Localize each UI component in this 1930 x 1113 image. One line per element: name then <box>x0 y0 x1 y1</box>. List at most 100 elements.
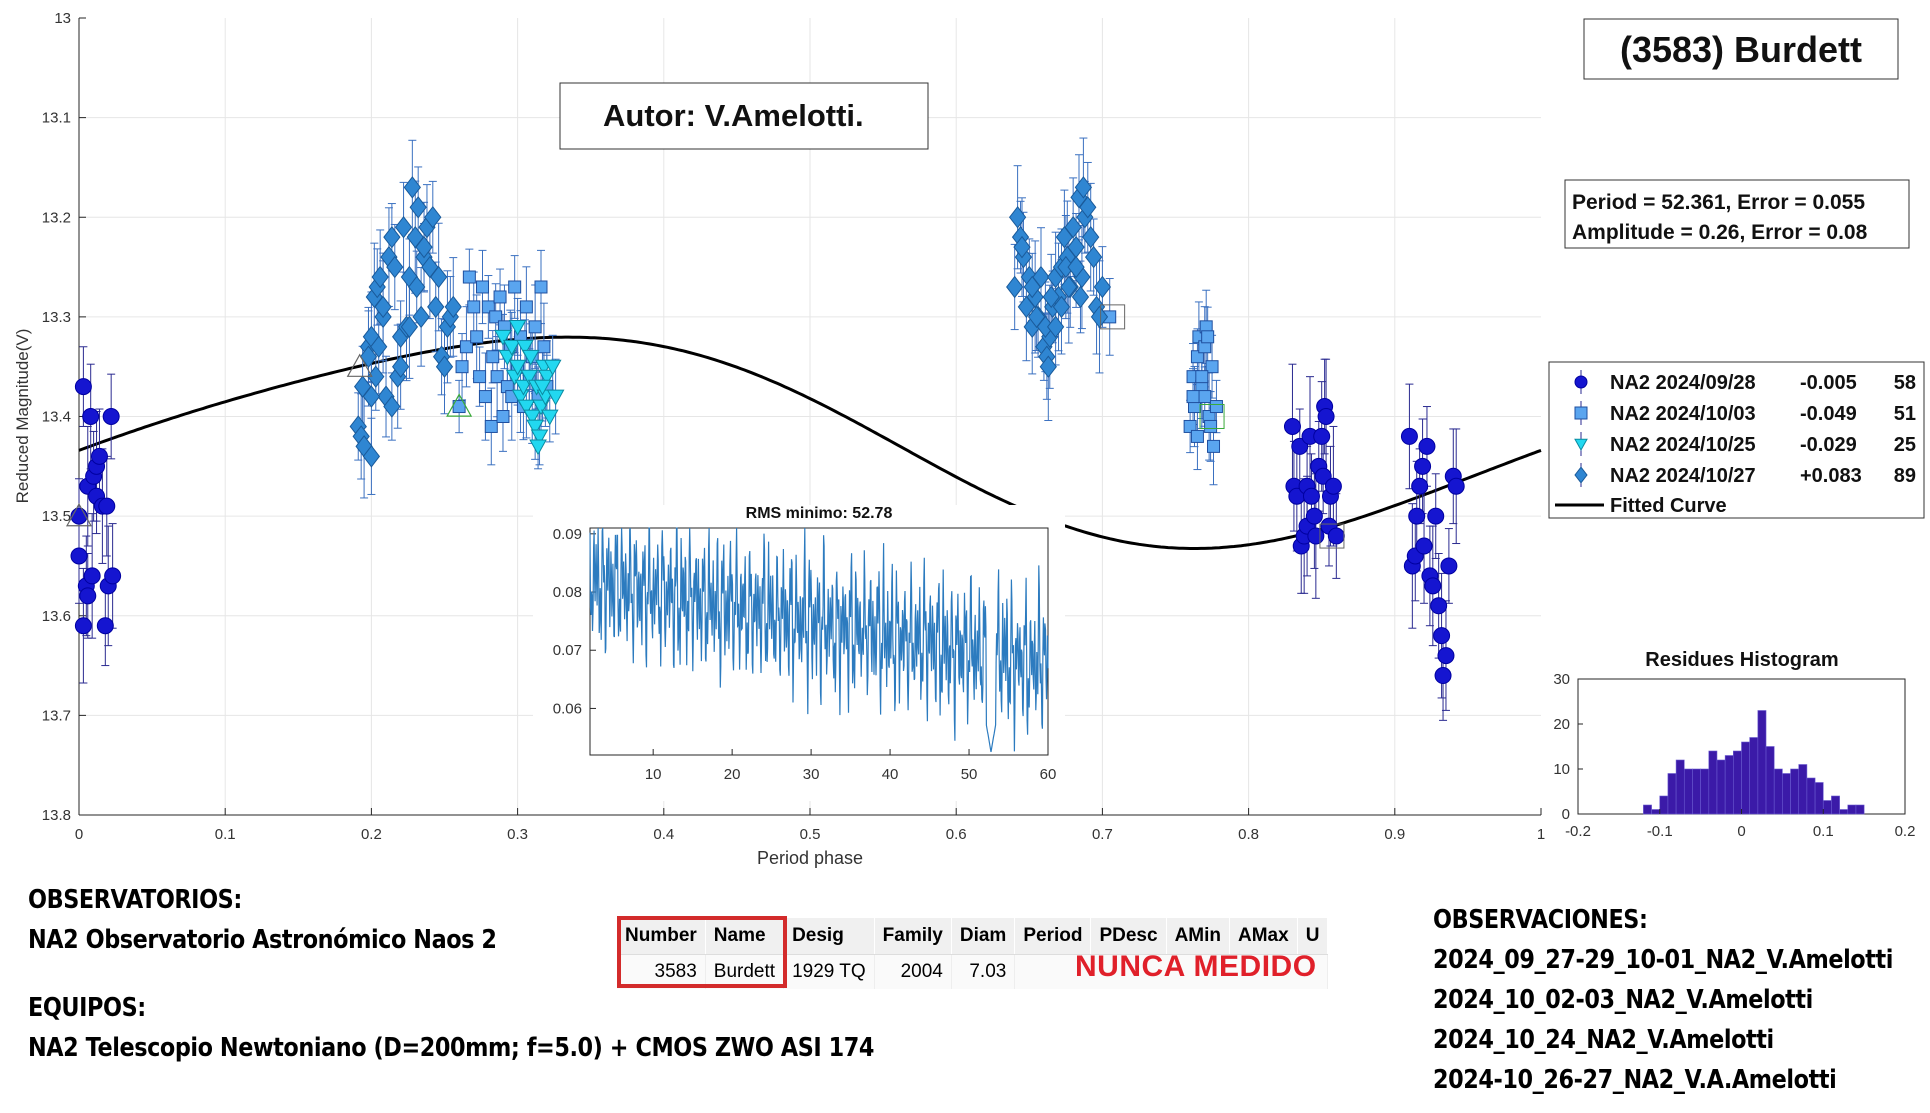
histogram-bar <box>1749 737 1759 815</box>
x-tick-label: 0.6 <box>946 826 967 843</box>
data-point <box>435 355 454 378</box>
data-point <box>478 390 492 404</box>
histogram-bar <box>1773 768 1783 815</box>
data-point <box>508 280 522 294</box>
histogram-bar <box>1822 800 1832 815</box>
data-point <box>1183 419 1197 433</box>
data-point <box>1042 285 1060 309</box>
hist-x-tick-label: -0.1 <box>1647 823 1673 840</box>
col-name: Name <box>705 918 785 955</box>
data-point <box>1201 330 1215 344</box>
col-period: Period <box>1014 918 1092 955</box>
data-point <box>79 587 97 605</box>
observations-info: OBSERVACIONES: 2024_09_27-29_10-01_NA2_V… <box>1433 900 1893 1100</box>
rms-x-tick-label: 50 <box>961 766 978 783</box>
rms-inset: RMS minimo: 52.78 10 20 30 40 50 60 0.06 0.07 0.… <box>533 505 1065 801</box>
asteroid-table-header: Number Name Desig Family Diam Period PDe… <box>617 918 1329 955</box>
data-point <box>526 419 544 436</box>
rms-y-tick-label: 0.09 <box>553 526 582 543</box>
col-u: U <box>1297 918 1329 955</box>
data-point <box>1305 507 1323 525</box>
legend-marker <box>1574 438 1588 452</box>
rms-x-tick-label: 10 <box>645 766 662 783</box>
data-point <box>537 340 551 354</box>
data-point <box>102 408 120 425</box>
data-point <box>1434 667 1452 685</box>
data-point <box>394 215 413 239</box>
col-desig: Desig <box>783 918 875 955</box>
marker-layer <box>65 176 1465 685</box>
data-point <box>490 370 504 384</box>
data-point <box>370 335 388 358</box>
equipment-title: EQUIPOS: <box>28 993 146 1023</box>
data-point <box>1414 457 1432 475</box>
x-tick-label: 1 <box>1537 826 1545 843</box>
data-point <box>383 395 401 418</box>
histogram-bar <box>1651 809 1661 815</box>
data-point <box>1207 439 1221 453</box>
col-pdesc: PDesc <box>1090 918 1167 955</box>
lightcurve-figure: 0 0.1 0.2 0.3 0.4 0.5 0.6 0.7 0.8 0.9 1 13 13.1 13.2 1… <box>13 10 1925 868</box>
x-tick-label: 0.9 <box>1384 826 1405 843</box>
histogram-bar <box>1790 768 1800 815</box>
histogram-title: Residues Histogram <box>1645 649 1838 671</box>
data-point <box>1204 419 1218 433</box>
data-point <box>1093 275 1112 299</box>
residues-histogram: Residues Histogram -0.2 -0.1 0 0.1 0.2 0 10 20 3… <box>1553 649 1915 840</box>
data-point <box>1437 647 1455 665</box>
legend-marker <box>1574 375 1588 389</box>
cell-name: Burdett <box>705 954 785 989</box>
data-point <box>74 378 92 396</box>
hist-y-tick-label: 30 <box>1553 671 1570 688</box>
x-tick-label: 0.5 <box>800 826 821 843</box>
data-point <box>1408 507 1426 525</box>
legend-marker <box>1574 406 1588 420</box>
data-point <box>1433 627 1451 645</box>
hist-y-tick-label: 0 <box>1562 806 1570 823</box>
data-point <box>1008 206 1027 229</box>
data-point <box>1084 245 1103 269</box>
hist-x-tick-label: 0 <box>1737 823 1745 840</box>
histogram-bar <box>1700 768 1710 815</box>
legend-label: NA2 2024/10/27 <box>1610 465 1756 487</box>
data-point <box>408 275 426 299</box>
data-point <box>493 290 507 304</box>
legend-label: NA2 2024/10/03 <box>1610 403 1756 425</box>
data-point <box>520 369 539 386</box>
histogram-bar <box>1814 782 1824 815</box>
y-tick-label: 13.5 <box>42 508 71 525</box>
rms-y-tick-label: 0.07 <box>553 642 582 659</box>
rms-x-tick-label: 60 <box>1040 766 1057 783</box>
data-point <box>1046 315 1065 339</box>
data-point <box>484 419 498 433</box>
data-point <box>1418 437 1436 455</box>
observatory-info: OBSERVATORIOS: NA2 Observatorio Astronóm… <box>28 880 874 1068</box>
data-point <box>1317 408 1335 425</box>
histogram-bar <box>1831 795 1840 815</box>
data-point <box>521 349 540 366</box>
histogram-bar <box>1782 773 1791 815</box>
histogram-bar <box>1839 809 1849 815</box>
data-point <box>1014 245 1033 269</box>
data-point <box>1440 557 1458 575</box>
data-point <box>104 567 122 585</box>
y-tick-label: 13.8 <box>42 807 71 824</box>
histogram-bar <box>1724 755 1734 815</box>
outlier-marker <box>1319 523 1345 549</box>
data-point <box>530 429 549 446</box>
data-point <box>1324 477 1342 495</box>
data-point <box>415 235 433 259</box>
histogram-bar <box>1855 804 1865 815</box>
data-point <box>1082 225 1100 249</box>
y-tick-label: 13.4 <box>42 409 71 426</box>
y-tick-label: 13.1 <box>42 110 71 127</box>
y-tick-label: 13.2 <box>42 209 71 226</box>
x-tick-label: 0 <box>75 826 83 843</box>
data-point <box>1060 275 1078 299</box>
rms-x-tick-label: 20 <box>724 766 741 783</box>
col-amax: AMax <box>1229 918 1298 955</box>
data-point <box>537 369 556 386</box>
data-point <box>1291 437 1309 455</box>
data-point <box>470 330 484 344</box>
rms-x-tick-label: 30 <box>803 766 820 783</box>
